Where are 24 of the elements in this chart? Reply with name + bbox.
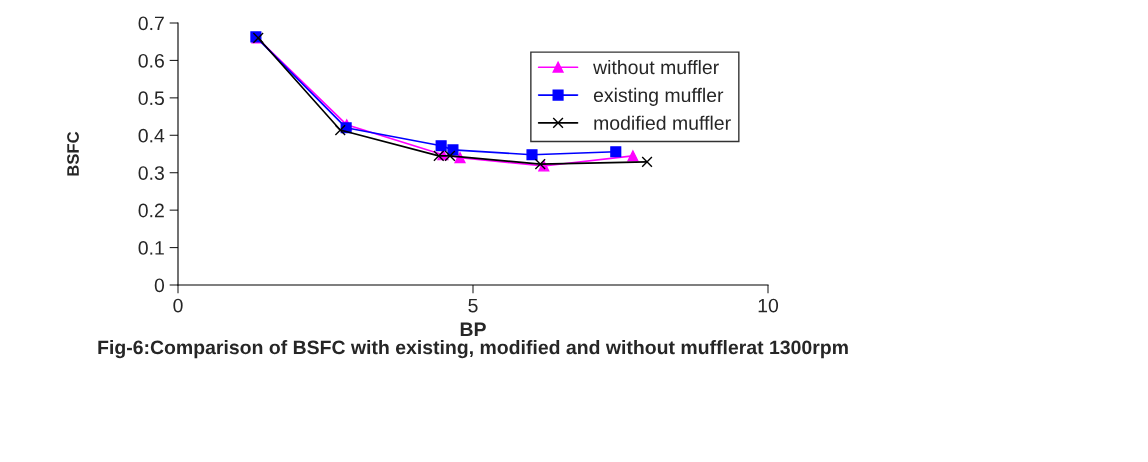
y-axis-title: BSFC	[67, 131, 79, 176]
legend-label: without muffler	[593, 59, 719, 75]
point	[534, 158, 546, 170]
point	[610, 146, 622, 158]
legend-label: existing muffler	[593, 87, 724, 106]
point	[641, 156, 653, 168]
x-axis-title: BP	[460, 322, 486, 336]
point	[334, 124, 346, 136]
y-tick-label: 0.7	[138, 16, 164, 31]
y-tick-label: 0.6	[138, 53, 164, 68]
x-tick-label: 5	[468, 298, 478, 313]
legend-label: modified muffler	[594, 115, 731, 130]
text: Fig-6:Comparison of BSFC with existing, modified and without mufflerat 1300rpm	[98, 340, 848, 359]
y-tick-label: 0.4	[138, 128, 165, 143]
x-tick-label: 10	[758, 298, 779, 313]
y-tick-label: 0.5	[138, 91, 164, 106]
y-tick-label: 0	[154, 278, 165, 293]
point	[627, 150, 639, 162]
y-tick-label: 0.3	[138, 166, 164, 180]
x-tick-label: 0	[173, 298, 183, 313]
y-tick-label: 0.1	[138, 241, 164, 255]
y-tick-label: 0.2	[138, 203, 164, 218]
point	[435, 140, 447, 152]
point	[526, 149, 538, 161]
